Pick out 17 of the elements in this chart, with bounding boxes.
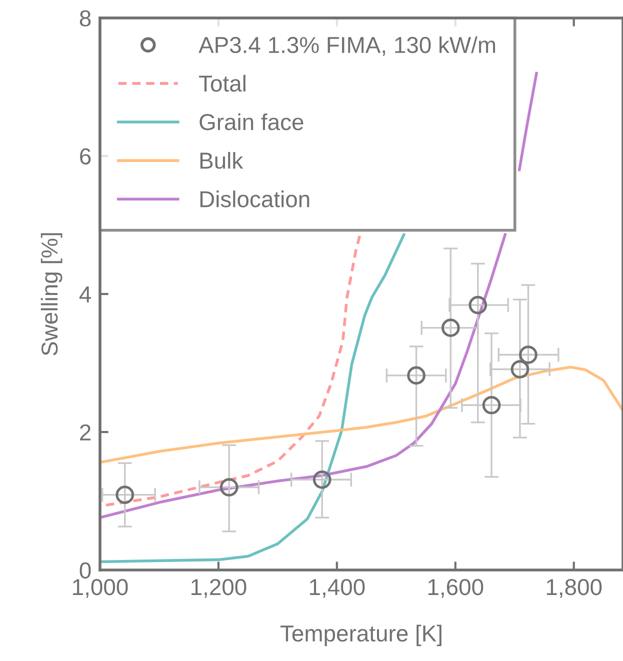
- x-tick-label: 1,200: [192, 578, 246, 598]
- y-tick-label: 6: [80, 148, 91, 165]
- legend-label: Grain face: [200, 113, 304, 130]
- x-tick-label: 1,600: [428, 578, 484, 598]
- legend-label: Dislocation: [200, 190, 310, 208]
- y-tick-label: 0: [80, 562, 91, 579]
- x-tick-label: 1,400: [310, 578, 365, 598]
- legend-label: AP3.4 1.3% FIMA, 130 kW/m: [198, 36, 496, 56]
- x-axis-title: Temperature [K]: [280, 624, 442, 646]
- legend-label: Total: [199, 74, 246, 92]
- x-tick-label: 1,000: [73, 578, 128, 598]
- y-axis-title: Swelling [%]: [40, 233, 62, 356]
- y-tick-label: 2: [80, 424, 91, 440]
- x-tick-label: 1,800: [546, 578, 602, 598]
- y-tick-label: 4: [79, 286, 91, 302]
- y-tick-label: 8: [80, 10, 91, 27]
- legend-label: Bulk: [200, 152, 244, 169]
